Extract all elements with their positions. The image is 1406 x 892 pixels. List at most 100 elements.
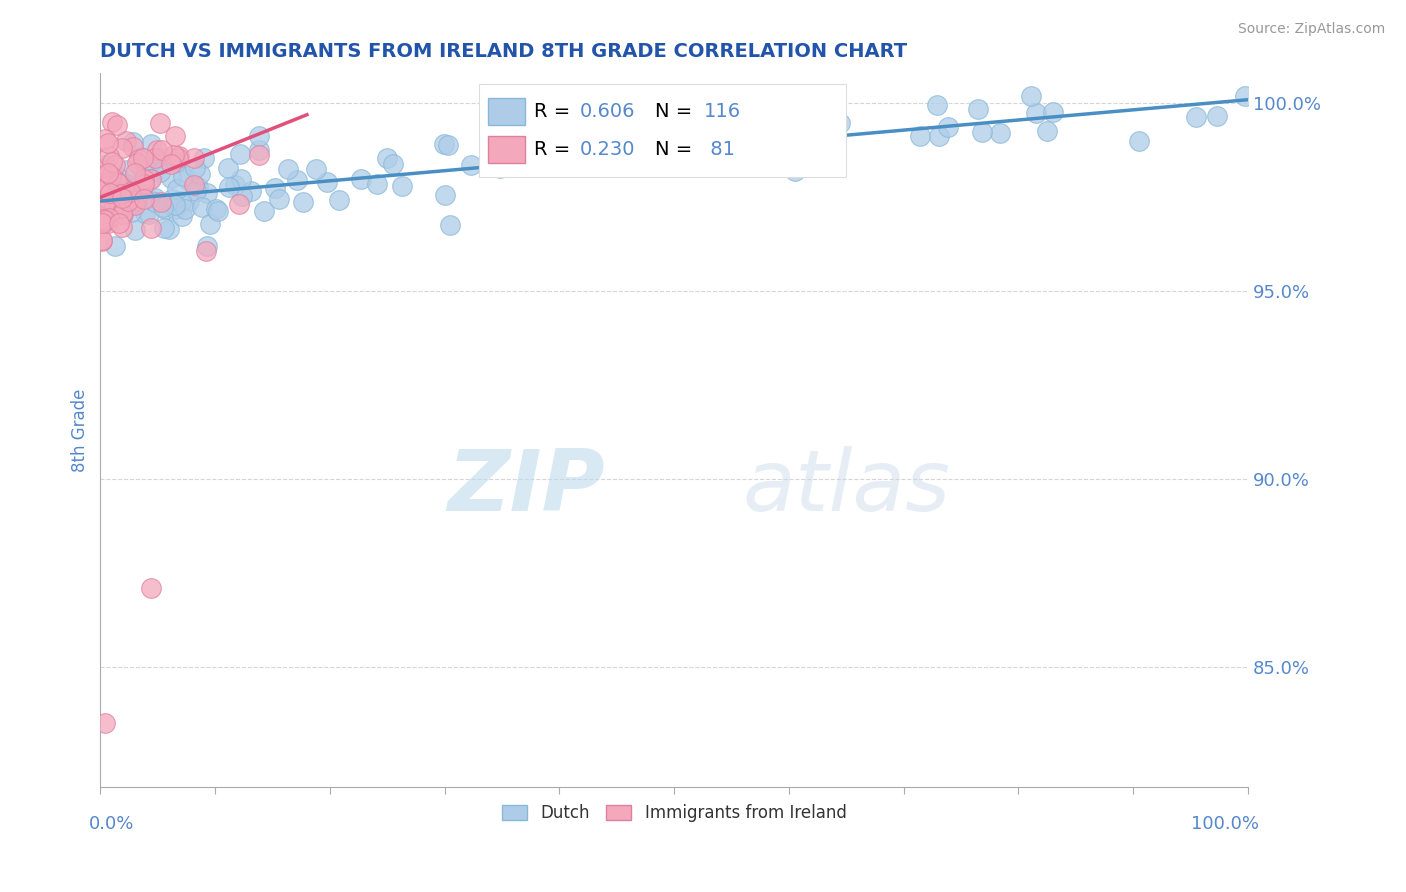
Point <box>93 132 115 146</box>
Point <box>97 149 120 163</box>
Point <box>198 217 221 231</box>
Point <box>150 152 173 166</box>
Point <box>149 165 172 179</box>
FancyBboxPatch shape <box>488 98 524 125</box>
Point <box>100 169 122 183</box>
Point <box>105 205 128 219</box>
Point <box>166 182 188 196</box>
Point <box>124 166 146 180</box>
Point <box>193 151 215 165</box>
Point <box>988 126 1011 140</box>
Text: 0.0%: 0.0% <box>89 815 134 833</box>
Point <box>97 216 120 230</box>
Point <box>100 154 122 169</box>
Point <box>115 134 138 148</box>
Point <box>595 139 617 153</box>
Point <box>328 193 350 207</box>
Point <box>125 156 148 170</box>
Point <box>91 176 114 190</box>
Point <box>97 207 120 221</box>
Text: 0.606: 0.606 <box>581 102 636 120</box>
Point <box>160 170 183 185</box>
Point <box>165 155 187 169</box>
Point <box>124 223 146 237</box>
Point <box>285 173 308 187</box>
Point <box>93 158 115 172</box>
Point <box>100 196 122 211</box>
Point <box>1025 106 1047 120</box>
Point <box>207 204 229 219</box>
Point <box>139 157 162 171</box>
Point <box>129 150 152 164</box>
Text: DUTCH VS IMMIGRANTS FROM IRELAND 8TH GRADE CORRELATION CHART: DUTCH VS IMMIGRANTS FROM IRELAND 8TH GRA… <box>100 42 907 61</box>
Point <box>94 201 117 215</box>
Text: R =: R = <box>534 102 576 120</box>
Point <box>96 201 118 215</box>
Point <box>91 211 114 226</box>
Point <box>167 151 190 165</box>
Point <box>98 167 121 181</box>
Point <box>165 198 187 212</box>
Point <box>101 114 124 128</box>
Point <box>91 191 114 205</box>
Point <box>381 157 404 171</box>
Point <box>925 98 948 112</box>
Point <box>132 164 155 178</box>
Point <box>159 156 181 170</box>
Point <box>433 137 456 152</box>
Point <box>98 211 121 225</box>
Point <box>177 194 200 208</box>
Legend: Dutch, Immigrants from Ireland: Dutch, Immigrants from Ireland <box>495 797 853 829</box>
Point <box>98 186 121 201</box>
Point <box>277 162 299 177</box>
Point <box>104 158 127 172</box>
Point <box>91 234 114 248</box>
Point <box>153 221 176 235</box>
Point <box>132 178 155 192</box>
Point <box>97 199 120 213</box>
Point <box>149 195 172 210</box>
Point <box>120 197 142 211</box>
Text: N =: N = <box>655 102 699 120</box>
Point <box>785 163 807 178</box>
Point <box>112 192 135 206</box>
Point <box>93 191 115 205</box>
Point <box>97 178 120 193</box>
Point <box>247 148 270 162</box>
Text: 100.0%: 100.0% <box>1191 815 1260 833</box>
Point <box>138 192 160 206</box>
Point <box>103 239 125 253</box>
Point <box>174 202 197 217</box>
Point <box>138 207 160 221</box>
Point <box>150 143 173 157</box>
Point <box>103 199 125 213</box>
Point <box>218 180 240 194</box>
Point <box>165 202 187 216</box>
Point <box>139 172 162 186</box>
Point <box>90 211 112 226</box>
Point <box>94 196 117 211</box>
Text: 81: 81 <box>704 140 735 160</box>
Point <box>316 176 339 190</box>
Point <box>134 206 156 220</box>
Point <box>167 149 190 163</box>
Point <box>157 221 180 235</box>
Point <box>114 177 136 191</box>
Point <box>94 213 117 227</box>
Point <box>91 216 114 230</box>
Point <box>366 178 388 192</box>
Point <box>117 183 139 197</box>
Point <box>97 213 120 227</box>
Point <box>108 171 131 186</box>
Point <box>124 186 146 201</box>
Point <box>90 169 112 184</box>
Point <box>141 171 163 186</box>
Text: 116: 116 <box>704 102 741 120</box>
Point <box>162 147 184 161</box>
Point <box>936 120 959 134</box>
Text: ZIP: ZIP <box>447 446 605 529</box>
Point <box>120 186 142 200</box>
Point <box>90 194 112 208</box>
Point <box>217 161 239 175</box>
Point <box>107 194 129 209</box>
